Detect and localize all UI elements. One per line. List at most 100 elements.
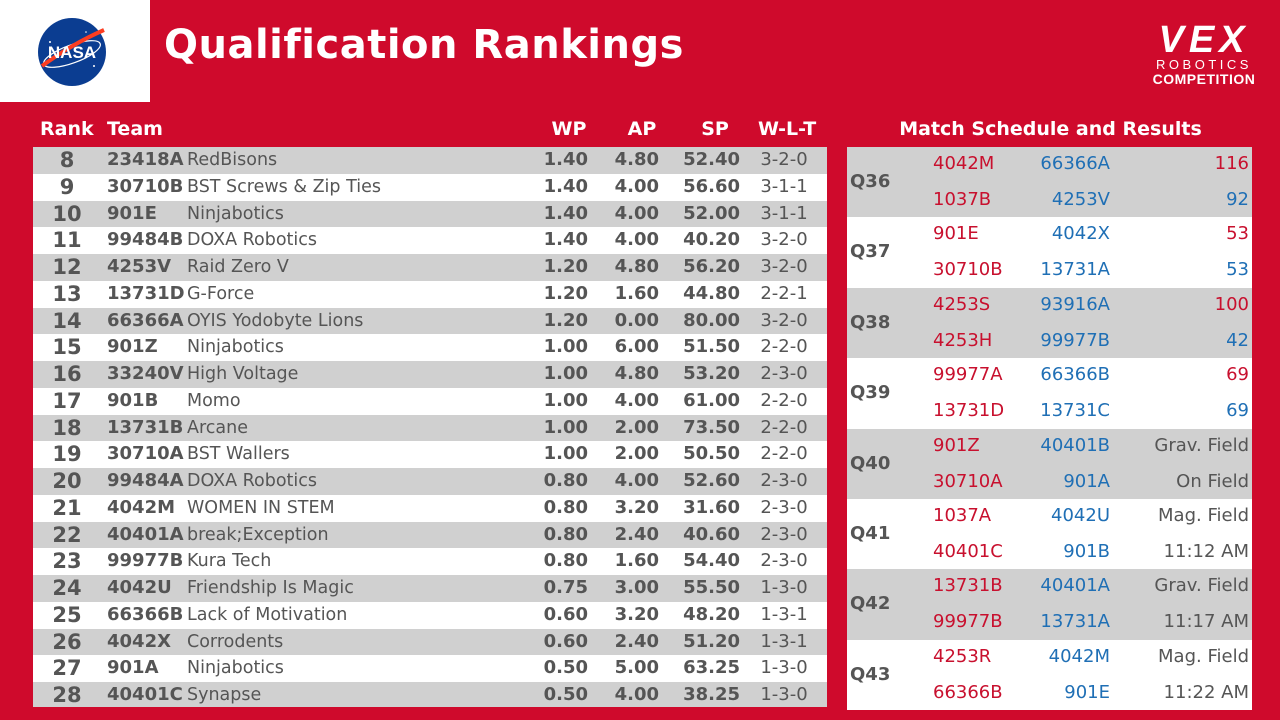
wp-cell: 0.60 (543, 603, 588, 625)
wp-cell: 0.80 (543, 523, 588, 545)
table-row: 27 901A Ninjabotics 0.50 5.00 63.25 1-3-0 (33, 655, 827, 682)
blue-team-1: 66366A (1040, 153, 1110, 174)
rank-cell: 20 (52, 469, 82, 493)
sp-cell: 48.20 (683, 603, 740, 625)
team-name-cell: RedBisons (187, 150, 278, 170)
team-number-cell: 13731D (107, 282, 185, 304)
wlt-cell: 3-2-0 (760, 309, 808, 331)
wlt-cell: 3-2-0 (760, 149, 808, 170)
ap-cell: 4.00 (614, 389, 659, 411)
blue-team-1: 40401A (1040, 575, 1110, 597)
wp-cell: 0.80 (543, 470, 588, 491)
red-team-1: 99977A (933, 364, 1003, 386)
blue-team-2: 4253V (1051, 189, 1110, 210)
ap-cell: 1.60 (614, 550, 659, 572)
wlt-cell: 2-2-0 (760, 336, 808, 358)
rank-cell: 24 (52, 576, 82, 600)
team-name-cell: High Voltage (187, 364, 299, 384)
rank-cell: 28 (52, 683, 82, 707)
ap-cell: 3.00 (614, 577, 659, 598)
team-name-cell: Ninjabotics (187, 658, 284, 679)
match-row: Q42 13731B 40401A Grav. Field 99977B 13731A 11… (847, 569, 1252, 640)
team-name-cell: Raid Zero V (187, 257, 289, 277)
sp-cell: 40.60 (683, 523, 740, 545)
wp-cell: 1.40 (543, 149, 588, 170)
match-result-1: 69 (1226, 364, 1249, 386)
table-row: 12 4253V Raid Zero V 1.20 4.80 56.20 3-2-0 (33, 254, 827, 281)
match-id: Q36 (850, 171, 891, 192)
table-row: 9 30710B BST Screws & Zip Ties 1.40 4.00 56.6… (33, 173, 827, 201)
team-number-cell: 66366B (107, 603, 184, 625)
team-number-cell: 33240V (107, 363, 184, 384)
team-name-cell: Corrodents (187, 631, 284, 652)
team-number-cell: 99484A (107, 470, 184, 491)
team-number-cell: 99977B (107, 550, 184, 572)
wp-cell: 1.00 (543, 336, 588, 358)
nasa-logo-text: NASA (48, 43, 96, 62)
ap-cell: 2.40 (614, 523, 659, 545)
wp-cell: 1.00 (543, 443, 588, 465)
rank-cell: 13 (52, 281, 82, 306)
red-team-2: 4253H (933, 329, 993, 351)
wlt-cell: 1-3-1 (760, 603, 808, 625)
wp-cell: 1.20 (543, 282, 588, 304)
match-id: Q38 (850, 311, 891, 333)
wlt-cell: 1-3-0 (760, 657, 808, 679)
red-team-2: 30710B (933, 259, 1003, 281)
team-name-cell: BST Screws & Zip Ties (187, 176, 381, 197)
table-row: 23 99977B Kura Tech 0.80 1.60 54.40 2-3-0 (33, 548, 827, 575)
wp-cell: 1.00 (543, 416, 588, 438)
blue-team-2: 99977B (1040, 329, 1110, 351)
team-number-cell: 30710B (107, 175, 184, 197)
red-team-2: 40401C (933, 540, 1003, 562)
wlt-cell: 1-3-0 (760, 577, 808, 598)
match-result-2: 11:17 AM (1163, 611, 1249, 633)
ap-cell: 4.00 (614, 470, 659, 491)
ap-cell: 5.00 (614, 657, 659, 679)
blue-team-2: 13731A (1040, 259, 1110, 281)
blue-team-1: 4042X (1051, 223, 1110, 245)
rank-cell: 10 (52, 201, 82, 226)
table-row: 19 30710A BST Wallers 1.00 2.00 50.50 2-2-0 (33, 441, 827, 468)
red-team-1: 4253R (933, 645, 992, 667)
red-team-1: 4042M (933, 153, 995, 174)
team-name-cell: Momo (187, 390, 241, 411)
sp-cell: 52.60 (683, 470, 740, 491)
ap-cell: 4.00 (614, 202, 659, 224)
blue-team-1: 4042M (1048, 645, 1110, 667)
match-result-1: Grav. Field (1154, 575, 1249, 597)
rank-cell: 27 (52, 656, 82, 681)
team-number-cell: 66366A (107, 309, 184, 331)
team-name-cell: Arcane (187, 417, 248, 438)
red-team-1: 901Z (933, 434, 980, 456)
table-row: 25 66366B Lack of Motivation 0.60 3.20 48.20 1… (33, 601, 827, 629)
rank-cell: 23 (52, 549, 82, 574)
team-number-cell: 30710A (107, 443, 184, 465)
sp-cell: 44.80 (683, 282, 740, 304)
team-number-cell: 4042X (107, 630, 171, 652)
blue-team-2: 13731A (1040, 611, 1110, 633)
rank-cell: 22 (52, 522, 82, 547)
table-row: 26 4042X Corrodents 0.60 2.40 51.20 1-3-1 (33, 628, 827, 656)
ap-cell: 2.40 (614, 630, 659, 652)
wlt-cell: 2-2-0 (760, 416, 808, 438)
wlt-cell: 3-1-1 (760, 175, 808, 197)
team-number-cell: 901E (107, 202, 157, 224)
team-number-cell: 4042U (107, 577, 172, 598)
team-name-cell: Lack of Motivation (187, 604, 348, 625)
col-header-wp: WP (551, 118, 587, 140)
rank-cell: 12 (52, 255, 82, 279)
rank-cell: 11 (52, 228, 82, 253)
team-name-cell: WOMEN IN STEM (187, 497, 335, 518)
rank-cell: 17 (52, 388, 82, 413)
wp-cell: 1.40 (543, 175, 588, 197)
sp-cell: 53.20 (683, 363, 740, 384)
team-number-cell: 901B (107, 389, 159, 411)
team-number-cell: 40401C (107, 684, 183, 705)
match-result-1: Grav. Field (1154, 434, 1249, 456)
team-number-cell: 4042M (107, 496, 176, 518)
wp-cell: 1.40 (543, 202, 588, 224)
wlt-cell: 2-3-0 (760, 550, 808, 572)
ap-cell: 1.60 (614, 282, 659, 304)
match-result-1: Mag. Field (1158, 504, 1249, 526)
